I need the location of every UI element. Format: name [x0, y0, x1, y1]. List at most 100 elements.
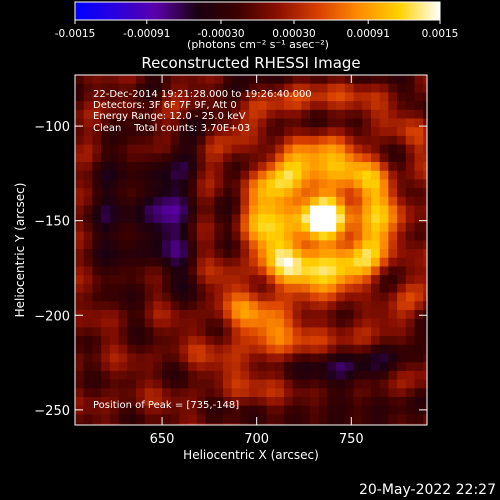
heatmap-cell	[353, 423, 363, 425]
heatmap-cell	[266, 266, 276, 276]
heatmap-cell	[353, 118, 363, 128]
heatmap-cell	[318, 222, 329, 233]
heatmap-cell	[388, 179, 398, 189]
heatmap-cell	[101, 257, 111, 268]
heatmap-cell	[153, 153, 163, 163]
heatmap-cell	[144, 336, 154, 346]
heatmap-cell	[257, 118, 268, 128]
heatmap-cell	[153, 344, 163, 355]
heatmap-cell	[196, 414, 207, 424]
heatmap-cell	[196, 336, 207, 346]
heatmap-cell	[92, 414, 102, 424]
heatmap-cell	[222, 379, 233, 389]
heatmap-cell	[301, 283, 311, 294]
heatmap-cell	[240, 240, 250, 250]
heatmap-cell	[83, 309, 94, 320]
info-line-counts: Clean Total counts: 3.70E+03	[93, 123, 250, 134]
heatmap-cell	[188, 222, 198, 233]
heatmap-cell	[127, 336, 137, 346]
heatmap-cell	[109, 283, 120, 294]
heatmap-cell	[414, 153, 424, 163]
heatmap-cell	[231, 327, 242, 337]
heatmap-cell	[170, 275, 181, 285]
heatmap-cell	[205, 179, 215, 189]
heatmap-cell	[388, 292, 398, 302]
heatmap-cell	[370, 101, 381, 111]
heatmap-cell	[397, 101, 407, 111]
heatmap-cell	[196, 153, 207, 163]
heatmap-cell	[75, 170, 85, 181]
heatmap-cell	[179, 144, 189, 154]
heatmap-cell	[423, 423, 427, 425]
heatmap-cell	[162, 101, 172, 111]
heatmap-cell	[127, 397, 137, 407]
heatmap-cell	[283, 109, 294, 120]
heatmap-cell	[92, 205, 102, 215]
heatmap-cell	[405, 309, 416, 320]
heatmap-cell	[214, 327, 224, 337]
heatmap-cell	[397, 240, 407, 250]
heatmap-cell	[75, 144, 85, 154]
heatmap-cell	[257, 423, 268, 425]
heatmap-cell	[170, 118, 181, 128]
heatmap-cell	[336, 153, 346, 163]
heatmap-cell	[83, 153, 94, 163]
heatmap-cell	[292, 344, 302, 355]
heatmap-cell	[240, 353, 250, 363]
heatmap-cell	[179, 414, 189, 424]
heatmap-cell	[388, 362, 398, 372]
heatmap-cell	[388, 336, 398, 346]
heatmap-cell	[405, 292, 416, 302]
heatmap-cell	[214, 257, 224, 268]
heatmap-cell	[162, 170, 172, 181]
heatmap-cell	[222, 257, 233, 268]
heatmap-cell	[92, 318, 102, 328]
heatmap-cell	[83, 301, 94, 311]
heatmap-cell	[362, 327, 372, 337]
heatmap-cell	[144, 92, 154, 102]
heatmap-cell	[162, 92, 172, 102]
heatmap-cell	[170, 379, 181, 389]
heatmap-cell	[336, 388, 346, 398]
heatmap-cell	[257, 249, 268, 259]
heatmap-cell	[301, 405, 311, 415]
heatmap-cell	[214, 275, 224, 285]
heatmap-cell	[127, 318, 137, 328]
heatmap-cell	[135, 127, 146, 137]
heatmap-cell	[249, 205, 259, 215]
heatmap-cell	[170, 109, 181, 120]
heatmap-cell	[414, 109, 424, 120]
heatmap-cell	[266, 423, 276, 425]
heatmap-cell	[405, 240, 416, 250]
heatmap-cell	[301, 222, 311, 233]
heatmap-cell	[344, 266, 355, 276]
heatmap-cell	[397, 283, 407, 294]
heatmap-cell	[188, 170, 198, 181]
heatmap-cell	[353, 336, 363, 346]
heatmap-cell	[283, 127, 294, 137]
heatmap-cell	[397, 379, 407, 389]
heatmap-cell	[240, 336, 250, 346]
heatmap-cell	[118, 275, 128, 285]
heatmap-cell	[414, 353, 424, 363]
heatmap-cell	[170, 231, 181, 241]
heatmap-cell	[196, 144, 207, 154]
heatmap-cell	[196, 257, 207, 268]
heatmap-cell	[205, 405, 215, 415]
heatmap-cell	[362, 370, 372, 381]
heatmap-cell	[301, 170, 311, 181]
heatmap-cell	[301, 292, 311, 302]
heatmap-cell	[370, 327, 381, 337]
heatmap-cell	[283, 205, 294, 215]
heatmap-cell	[353, 109, 363, 120]
heatmap-cell	[362, 179, 372, 189]
heatmap-cell	[405, 301, 416, 311]
heatmap-cell	[240, 318, 250, 328]
heatmap-cell	[336, 222, 346, 233]
heatmap-cell	[162, 135, 172, 146]
heatmap-cell	[75, 83, 85, 93]
heatmap-cell	[101, 301, 111, 311]
heatmap-cell	[405, 231, 416, 241]
heatmap-cell	[397, 344, 407, 355]
heatmap-cell	[397, 135, 407, 146]
